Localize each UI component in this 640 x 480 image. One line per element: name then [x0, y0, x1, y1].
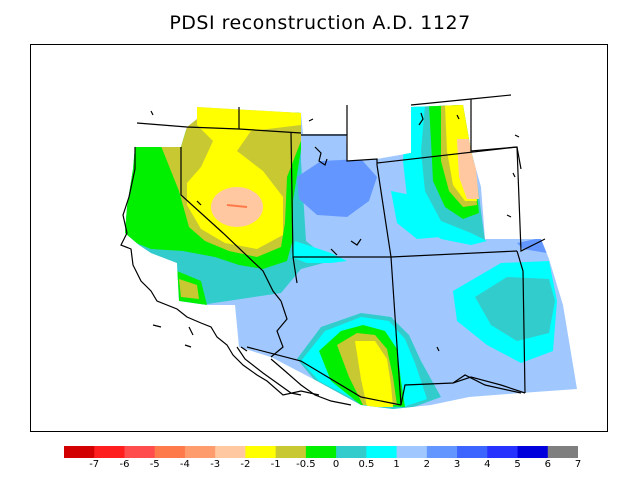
state-boundary-ca-nv — [180, 147, 282, 302]
ne-lake-1 — [418, 112, 424, 126]
pdsi-field — [125, 105, 577, 409]
colorbar-swatch-6 — [245, 446, 277, 458]
ne-lake-2 — [456, 114, 460, 120]
colorbar-tick-label: 6 — [544, 459, 551, 470]
colorbar-tick-label: 2 — [423, 459, 430, 470]
field-n-wet — [297, 159, 377, 217]
salton-sea — [188, 326, 194, 336]
colorbar-tick-label: -6 — [119, 459, 130, 470]
field-center-cyan — [391, 191, 441, 239]
field-sw-olive — [179, 279, 199, 299]
colorbar-swatch-13 — [457, 446, 488, 458]
colorbar-swatch-5 — [215, 446, 246, 458]
state-boundary-co-ks — [516, 146, 546, 252]
pit-lake — [150, 110, 154, 116]
channel-island-3 — [240, 346, 248, 352]
colorbar-tick-label: -4 — [179, 459, 190, 470]
state-boundary-ut-co — [376, 164, 392, 258]
sw-lake — [436, 346, 440, 352]
colorbar — [64, 446, 578, 458]
lake-mead — [330, 248, 338, 256]
map-outlines — [120, 94, 546, 406]
colorbar-swatch-16 — [547, 446, 578, 458]
pdsi-map — [120, 94, 577, 409]
colorbar-swatch-10 — [366, 446, 398, 458]
state-boundary-ut-wy — [301, 134, 378, 165]
colorbar-tick-label: 1 — [393, 459, 400, 470]
tx-panhandle — [452, 376, 526, 394]
colorbar-swatch-8 — [305, 446, 337, 458]
field-nw-orange — [226, 204, 248, 208]
colorbar-swatch-15 — [517, 446, 549, 458]
channel-island-1 — [152, 324, 162, 328]
state-boundary-az-nm — [390, 256, 402, 406]
lakes-islands — [150, 110, 520, 352]
gulf-california-coast — [236, 346, 352, 406]
colorbar-tick-label: 5 — [514, 459, 521, 470]
yellowstone-lake — [308, 118, 314, 122]
state-boundary-nm-tx — [400, 374, 522, 406]
colorbar-swatch-3 — [154, 446, 186, 458]
colorbar-swatch-9 — [336, 446, 367, 458]
field-s-yellow — [355, 341, 393, 407]
map-title: PDSI reconstruction A.D. 1127 — [169, 12, 471, 34]
ne-lake-4 — [506, 214, 512, 218]
colorbar-tick-label: 7 — [574, 459, 582, 470]
ne-lake-5 — [512, 172, 516, 178]
colorbar-swatch-11 — [396, 446, 428, 458]
colorbar-tick-label: 4 — [484, 459, 491, 470]
great-salt-lake — [314, 146, 328, 166]
colorbar-tick-label: 3 — [453, 459, 461, 470]
mexico-border — [246, 346, 402, 406]
colorbar-swatch-4 — [184, 446, 216, 458]
colorbar-tick-label: 0 — [332, 459, 340, 470]
colorbar-tick-label: -0.5 — [296, 459, 316, 470]
colorbar-swatch-14 — [487, 446, 519, 458]
channel-island-2 — [184, 344, 192, 348]
nw-lake — [196, 200, 202, 206]
state-boundary-az-ca — [270, 300, 288, 358]
field-se-teal — [475, 277, 555, 341]
state-boundary-co-nm — [390, 250, 518, 258]
colorbar-swatch-12 — [426, 446, 458, 458]
colorbar-tick-label: -7 — [89, 459, 100, 470]
colorbar-swatch-1 — [94, 446, 125, 458]
colorbar-labels: -7 -6 -5 -4 -3 -2 -1 -0.5 0 0.5 1 2 3 4 5 6 7 — [0, 459, 640, 473]
colorbar-tick-label: -5 — [149, 459, 160, 470]
colorbar-swatch-2 — [124, 446, 156, 458]
state-boundary-ne-sd — [470, 99, 518, 152]
colorbar-swatch-7 — [275, 446, 307, 458]
pacific-coastline — [120, 147, 320, 396]
colorbar-tick-label: 0.5 — [358, 459, 375, 470]
colorbar-tick-label: -1 — [270, 459, 281, 470]
colorbar-tick-label: -2 — [240, 459, 251, 470]
nm-tx-eastern — [516, 250, 526, 394]
colorbar-tick-label: -3 — [210, 459, 221, 470]
colorbar-swatch-0 — [64, 446, 95, 458]
ne-lake-3 — [514, 134, 520, 138]
state-boundary-or-nv-id — [136, 122, 302, 134]
map-frame — [30, 44, 608, 432]
lake-powell — [350, 238, 362, 246]
